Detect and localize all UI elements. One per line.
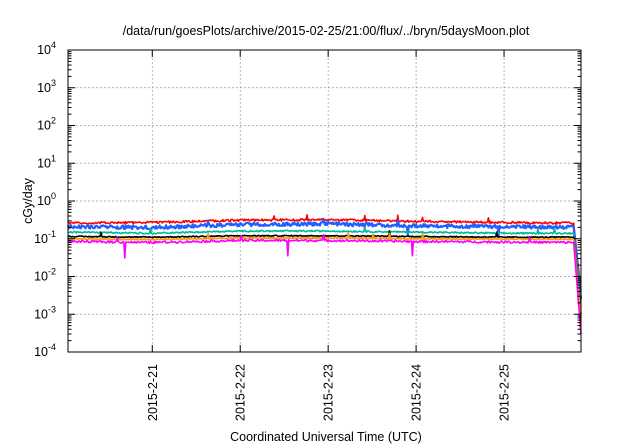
x-axis-label: Coordinated Universal Time (UTC) bbox=[230, 430, 422, 444]
y-axis-label: cGy/day bbox=[21, 177, 35, 224]
y-tick-label: 10-4 bbox=[34, 342, 56, 359]
y-tick-label: 10-2 bbox=[34, 267, 56, 284]
x-tick-label: 2015-2-24 bbox=[410, 364, 424, 421]
series-line bbox=[67, 226, 582, 308]
series-line bbox=[67, 233, 582, 335]
grid-lines bbox=[68, 50, 581, 352]
y-tick-label: 103 bbox=[37, 78, 56, 95]
series-lines bbox=[66, 214, 583, 335]
y-tick-label: 104 bbox=[37, 40, 56, 57]
y-tick-labels: 10-4 10-3 10-2 10-1 100 101 102 103 104 bbox=[34, 40, 56, 359]
x-tick-label: 2015-2-21 bbox=[146, 364, 160, 421]
y-tick-label: 10-3 bbox=[34, 304, 56, 321]
x-tick-labels: 2015-2-21 2015-2-22 2015-2-23 2015-2-24 2015… bbox=[146, 364, 512, 421]
y-tick-label: 101 bbox=[37, 153, 56, 170]
y-tick-label: 10-1 bbox=[34, 229, 56, 246]
y-tick-label: 102 bbox=[37, 116, 56, 133]
x-tick-label: 2015-2-23 bbox=[322, 364, 336, 421]
axis-ticks bbox=[68, 49, 581, 353]
x-tick-label: 2015-2-22 bbox=[234, 364, 248, 421]
y-tick-label: 100 bbox=[37, 191, 56, 208]
x-tick-label: 2015-2-25 bbox=[498, 364, 512, 421]
chart-title: /data/run/goesPlots/archive/2015-02-25/2… bbox=[123, 24, 530, 38]
series-line bbox=[66, 217, 583, 300]
